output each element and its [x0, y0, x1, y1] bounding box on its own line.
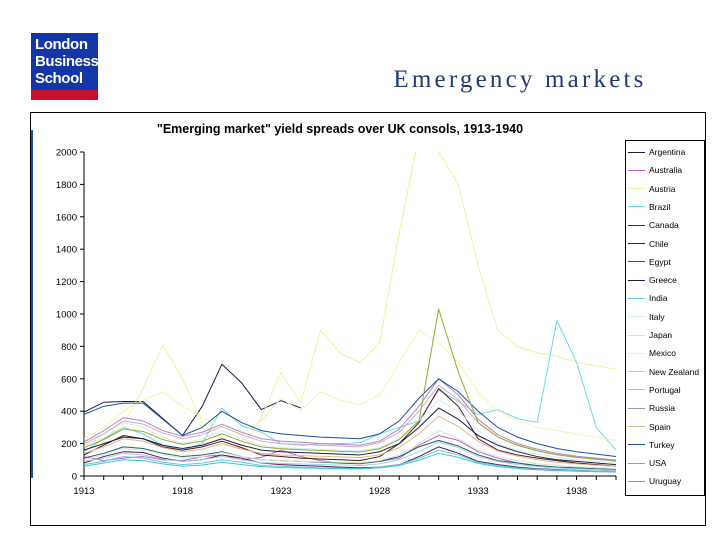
svg-text:200: 200	[61, 439, 77, 450]
legend-label: Mexico	[649, 348, 676, 359]
legend-item-new-zealand[interactable]: New Zealand	[628, 365, 728, 379]
logo-red-bar	[31, 90, 98, 100]
legend-item-australia[interactable]: Australia	[628, 163, 728, 177]
legend-label: Argentina	[649, 147, 686, 157]
legend-item-chile[interactable]: Chile	[628, 237, 728, 251]
legend-label: Austria	[649, 183, 676, 194]
svg-text:1923: 1923	[270, 486, 291, 497]
legend-swatch-line-icon	[628, 480, 645, 482]
legend-label: Greece	[649, 275, 677, 286]
svg-text:1400: 1400	[56, 245, 77, 256]
legend-label: Turkey	[649, 439, 675, 450]
chart-plot-area[interactable]: 0 200 400 600 800 1000 1200 1400 1600 1800 2000 191…	[40, 142, 620, 522]
svg-text:1913: 1913	[73, 486, 94, 497]
legend-swatch-line-icon	[628, 243, 645, 244]
legend-swatch-line-icon	[628, 297, 645, 299]
svg-text:1928: 1928	[369, 486, 390, 497]
svg-text:2000: 2000	[56, 148, 77, 159]
svg-text:400: 400	[61, 407, 77, 418]
legend-swatch-line-icon	[628, 426, 645, 427]
legend-item-italy[interactable]: Italy	[628, 310, 728, 324]
legend-label: Chile	[649, 238, 669, 249]
legend-item-greece[interactable]: Greece	[628, 273, 728, 287]
svg-text:1933: 1933	[468, 486, 489, 497]
legend-item-russia[interactable]: Russia	[628, 401, 728, 415]
legend-swatch-line-icon	[628, 462, 645, 464]
svg-text:600: 600	[61, 374, 77, 385]
legend-swatch-line-icon	[628, 371, 645, 373]
logo-line-school: School	[35, 70, 83, 87]
legend-swatch-line-icon	[628, 224, 645, 226]
line-chart-svg: 0 200 400 600 800 1000 1200 1400 1600 1800 2000 191…	[56, 148, 617, 497]
legend-label: Brazil	[649, 201, 671, 212]
legend-label: Spain	[649, 421, 671, 432]
legend-item-india[interactable]: India	[628, 291, 728, 305]
svg-text:1800: 1800	[56, 180, 77, 191]
legend-item-brazil[interactable]: Brazil	[628, 200, 728, 214]
legend-item-canada[interactable]: Canada	[628, 218, 728, 232]
legend-label: Russia	[649, 403, 675, 414]
legend-swatch-line-icon	[628, 151, 645, 153]
legend-item-argentina[interactable]: Argentina	[628, 145, 728, 159]
legend-label: Australia	[649, 165, 683, 176]
legend-swatch-line-icon	[628, 389, 645, 391]
chart-title: "Emerging market" yield spreads over UK …	[156, 122, 524, 136]
logo-blue-block: London Business School	[31, 33, 99, 90]
svg-text:1938: 1938	[566, 486, 587, 497]
svg-text:1000: 1000	[56, 310, 77, 321]
legend-item-usa[interactable]: USA	[628, 456, 728, 470]
logo-line-business: Business	[35, 53, 99, 70]
svg-text:1600: 1600	[56, 212, 77, 223]
legend-item-uruguay[interactable]: Uruguay	[628, 474, 728, 488]
legend-item-spain[interactable]: Spain	[628, 420, 728, 434]
svg-text:1918: 1918	[172, 486, 193, 497]
svg-text:1200: 1200	[56, 277, 77, 288]
logo-line-london: London	[35, 36, 88, 53]
legend-label: India	[649, 293, 668, 304]
legend-label: Italy	[649, 311, 665, 322]
legend-label: Portugal	[649, 384, 681, 395]
svg-text:0: 0	[72, 472, 77, 483]
legend-swatch-line-icon	[628, 444, 645, 446]
lbs-logo: London Business School	[31, 33, 99, 100]
legend-label: New Zealand	[649, 366, 700, 377]
legend-items: Argentina Australia Austria Brazil Canada Chi…	[626, 141, 704, 495]
legend-label: Japan	[649, 330, 673, 340]
legend-item-austria[interactable]: Austria	[628, 182, 728, 196]
page-title: Emergency markets	[393, 66, 647, 93]
legend-item-mexico[interactable]: Mexico	[628, 346, 728, 360]
left-accent-bar	[31, 130, 33, 478]
legend-swatch-line-icon	[628, 206, 645, 208]
legend-label: Egypt	[649, 256, 671, 267]
chart-legend[interactable]: Argentina Australia Austria Brazil Canada Chi…	[625, 140, 705, 496]
legend-label: Canada	[649, 220, 679, 231]
legend-item-japan[interactable]: Japan	[628, 328, 728, 342]
legend-item-portugal[interactable]: Portugal	[628, 383, 728, 397]
legend-swatch-line-icon	[628, 334, 645, 336]
legend-label: Uruguay	[649, 476, 682, 487]
legend-swatch-line-icon	[628, 352, 645, 354]
svg-text:800: 800	[61, 342, 77, 353]
legend-swatch-line-icon	[628, 169, 645, 171]
legend-swatch-line-icon	[628, 261, 645, 263]
legend-swatch-line-icon	[628, 407, 645, 409]
legend-swatch-line-icon	[628, 316, 645, 318]
legend-swatch-line-icon	[628, 279, 645, 281]
legend-swatch-line-icon	[628, 188, 645, 190]
legend-label: USA	[649, 458, 667, 469]
legend-item-turkey[interactable]: Turkey	[628, 438, 728, 452]
legend-item-egypt[interactable]: Egypt	[628, 255, 728, 269]
